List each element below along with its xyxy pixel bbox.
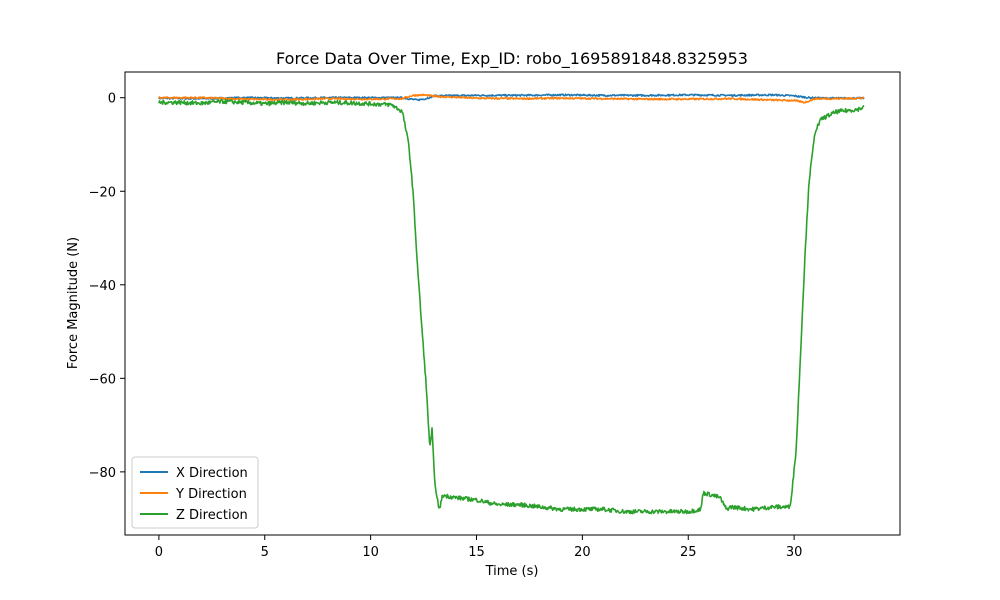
y-axis: 0 −20 −40 −60 −80 xyxy=(89,92,125,481)
series-line-y-direction xyxy=(158,93,865,104)
y-tick-label: −40 xyxy=(89,279,116,294)
y-tick-label: −60 xyxy=(89,372,116,387)
legend-box xyxy=(131,456,259,529)
y-axis-title: Force Magnitude (N) xyxy=(66,237,81,369)
series-line-z-direction xyxy=(158,98,865,515)
x-tick-label: 5 xyxy=(261,545,269,560)
x-tick-label: 30 xyxy=(786,545,803,560)
legend-label: Y Direction xyxy=(175,487,247,502)
plot-series-group xyxy=(158,93,865,515)
x-tick-label: 25 xyxy=(680,545,697,560)
series-line-x-direction xyxy=(158,93,865,102)
legend: X Direction Y Direction Z Direction xyxy=(131,456,259,529)
y-tick-label: 0 xyxy=(108,92,116,107)
legend-label: X Direction xyxy=(176,466,248,481)
x-axis-title: Time (s) xyxy=(485,564,539,579)
y-tick-label: −20 xyxy=(89,185,116,200)
plot-area-frame xyxy=(124,71,901,536)
legend-label: Z Direction xyxy=(176,508,248,523)
x-tick-label: 0 xyxy=(155,545,163,560)
chart-title: Force Data Over Time, Exp_ID: robo_16958… xyxy=(276,49,748,69)
x-tick-label: 10 xyxy=(362,545,379,560)
x-axis: 0 5 10 15 20 25 30 xyxy=(155,535,803,560)
x-tick-label: 15 xyxy=(468,545,485,560)
x-tick-label: 20 xyxy=(574,545,591,560)
y-tick-label: −80 xyxy=(89,466,116,481)
